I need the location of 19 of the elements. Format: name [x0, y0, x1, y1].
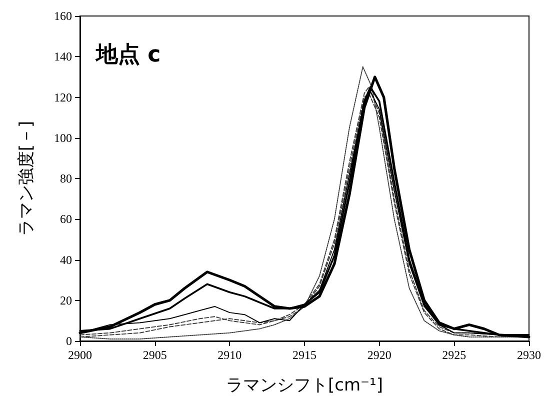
x-tick-label: 2930 — [517, 348, 541, 362]
y-tick-label: 100 — [54, 130, 72, 145]
x-axis-title: ラマンシフト[cm⁻¹] — [226, 376, 383, 396]
x-tick-label: 2900 — [68, 348, 92, 362]
x-tick-label: 2920 — [367, 348, 392, 362]
y-tick-label: 80 — [60, 172, 72, 186]
y-tick-label: 40 — [60, 252, 72, 267]
x-tick-label: 2910 — [218, 348, 242, 362]
y-tick-label: 20 — [60, 293, 72, 308]
annotation: 地点 c — [95, 42, 161, 68]
y-axis-title: ラマン強度[－] — [16, 120, 36, 236]
x-tick-label: 2915 — [292, 348, 316, 362]
y-tick-label: 60 — [60, 212, 72, 226]
x-tick-label: 2905 — [142, 348, 167, 362]
x-tick-label: 2925 — [442, 348, 466, 362]
y-tick-label: 160 — [54, 9, 72, 23]
y-tick-label: 140 — [54, 50, 72, 64]
y-tick-label: 0 — [66, 334, 72, 348]
y-tick-label: 120 — [54, 90, 72, 104]
